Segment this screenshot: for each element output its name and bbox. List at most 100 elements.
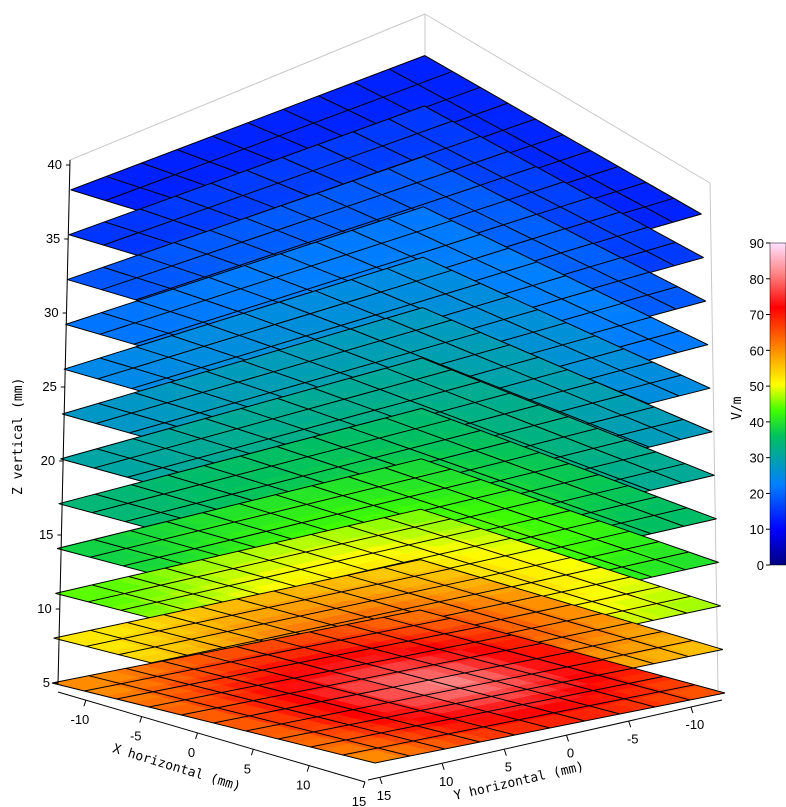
box-right-vertical bbox=[709, 182, 719, 691]
slice-grid-line bbox=[420, 559, 723, 650]
z-tick-label: 25 bbox=[42, 379, 56, 394]
colorbar-tick-label: 20 bbox=[750, 486, 764, 501]
slice-grid-line bbox=[278, 667, 634, 740]
box-top-left bbox=[69, 13, 426, 161]
z-axis-line bbox=[57, 159, 71, 686]
slice-grid-line bbox=[384, 467, 686, 571]
colorbar-tick-label: 10 bbox=[750, 522, 764, 537]
z-ticks: 5 10 15 20 25 30 35 40 bbox=[37, 157, 70, 690]
slice-grid-line bbox=[421, 458, 719, 563]
x-tick-label: 15 bbox=[352, 794, 366, 807]
slice-grid-line bbox=[235, 646, 551, 729]
slice-grid-line bbox=[346, 574, 655, 665]
slice-grid-line bbox=[349, 377, 651, 491]
slice-grid-line bbox=[62, 307, 423, 415]
x-tick-mark bbox=[83, 700, 87, 707]
y-tick-mark bbox=[566, 735, 570, 742]
x-tick-label: -5 bbox=[130, 729, 142, 744]
colorbar-ticks: 0 10 20 30 40 50 60 70 80 90 bbox=[750, 236, 770, 573]
slice-grid-line bbox=[423, 155, 706, 302]
slice-grid-line bbox=[386, 267, 680, 397]
slice-grid-line bbox=[420, 508, 721, 607]
colorbar-label: V/m bbox=[730, 396, 745, 420]
slice-grid-line bbox=[389, 68, 674, 223]
slice-grid-line bbox=[384, 517, 688, 614]
slice-grid-line bbox=[310, 675, 665, 748]
colorbar-tick-label: 50 bbox=[750, 379, 764, 394]
y-ticks: 15 10 5 0 -5 -10 bbox=[377, 706, 705, 803]
slice-grid-line bbox=[386, 317, 681, 440]
z-tick-label: 5 bbox=[43, 675, 50, 690]
colorbar-tick-label: 30 bbox=[750, 451, 764, 466]
colorbar-tick-label: 70 bbox=[750, 308, 764, 323]
front-axes bbox=[57, 159, 723, 783]
z-tick-label: 20 bbox=[41, 453, 55, 468]
slice-grid-line bbox=[424, 55, 702, 215]
z-tick-label: 10 bbox=[37, 601, 51, 616]
y-tick-label: 15 bbox=[377, 788, 391, 803]
y-tick-mark bbox=[628, 721, 632, 728]
slice-grid-line bbox=[421, 407, 717, 520]
colorbar-gradient bbox=[769, 242, 786, 566]
x-axis-label: X horizontal (mm) bbox=[111, 741, 243, 794]
z-tick-label: 40 bbox=[48, 157, 62, 172]
colorbar-tick-label: 90 bbox=[750, 236, 764, 251]
z-axis-label: Z vertical (mm) bbox=[11, 378, 26, 495]
x-tick-mark bbox=[195, 732, 199, 740]
x-ticks: -10 -5 0 5 10 15 bbox=[71, 700, 366, 807]
slice-grid-line bbox=[383, 616, 691, 701]
colorbar-tick-label: 60 bbox=[750, 343, 764, 358]
slice-grid-line bbox=[245, 659, 604, 732]
slice-grid-line bbox=[419, 609, 726, 694]
slice-layers bbox=[51, 55, 726, 764]
y-tick-label: -10 bbox=[686, 717, 705, 732]
y-axis-line bbox=[367, 699, 723, 781]
slice-grid-line bbox=[347, 525, 654, 621]
x-tick-mark bbox=[250, 749, 254, 756]
slice-grid-line bbox=[387, 168, 677, 310]
slice-grid-line bbox=[422, 256, 711, 389]
x-tick-label: 0 bbox=[188, 745, 195, 760]
y-tick-mark bbox=[503, 749, 507, 756]
y-tick-label: 0 bbox=[567, 745, 574, 760]
z-tick-label: 35 bbox=[46, 231, 60, 246]
slice-grid-line bbox=[424, 105, 704, 259]
slice-grid-line bbox=[383, 566, 689, 658]
x-tick-label: -10 bbox=[71, 712, 90, 727]
slice-grid-line bbox=[421, 357, 715, 476]
slice-cell bbox=[657, 332, 709, 352]
x-tick-label: 5 bbox=[244, 761, 251, 776]
y-tick-label: -5 bbox=[627, 731, 639, 746]
x-tick-mark bbox=[306, 765, 310, 772]
x-axis-line bbox=[57, 691, 366, 783]
colorbar: 0 10 20 30 40 50 60 70 80 90 V/m bbox=[730, 236, 786, 573]
slice-grid-line bbox=[422, 307, 713, 433]
slice-grid-line bbox=[346, 624, 656, 708]
slice-cell bbox=[654, 244, 705, 265]
slice-cell bbox=[662, 465, 716, 482]
colorbar-tick-label: 80 bbox=[750, 272, 764, 287]
y-tick-mark bbox=[441, 763, 445, 770]
slice-grid-line bbox=[385, 367, 683, 484]
slice-grid-line bbox=[309, 631, 621, 715]
colorbar-tick-label: 0 bbox=[757, 558, 764, 573]
slice-grid-line bbox=[348, 426, 652, 535]
x-tick-mark bbox=[362, 781, 366, 789]
z-tick-label: 30 bbox=[44, 305, 58, 320]
x-tick-mark bbox=[139, 716, 143, 723]
y-tick-mark bbox=[690, 706, 694, 714]
slice-grid-line bbox=[272, 638, 586, 722]
y-tick-label: 5 bbox=[505, 760, 512, 775]
slice-grid-line bbox=[342, 684, 695, 756]
y-tick-label: 10 bbox=[439, 774, 453, 789]
y-tick-mark bbox=[379, 777, 383, 785]
z-tick-label: 15 bbox=[39, 527, 53, 542]
slice-grid-line bbox=[374, 692, 726, 764]
slice-grid-line bbox=[67, 155, 425, 281]
box-top-right bbox=[424, 13, 711, 184]
slice-grid-line bbox=[423, 206, 709, 346]
y-axis-label: Y horizontal (mm) bbox=[453, 759, 586, 804]
colorbar-tick-label: 40 bbox=[750, 415, 764, 430]
slice-grid-line bbox=[348, 476, 653, 578]
slice-grid-line bbox=[385, 417, 684, 527]
